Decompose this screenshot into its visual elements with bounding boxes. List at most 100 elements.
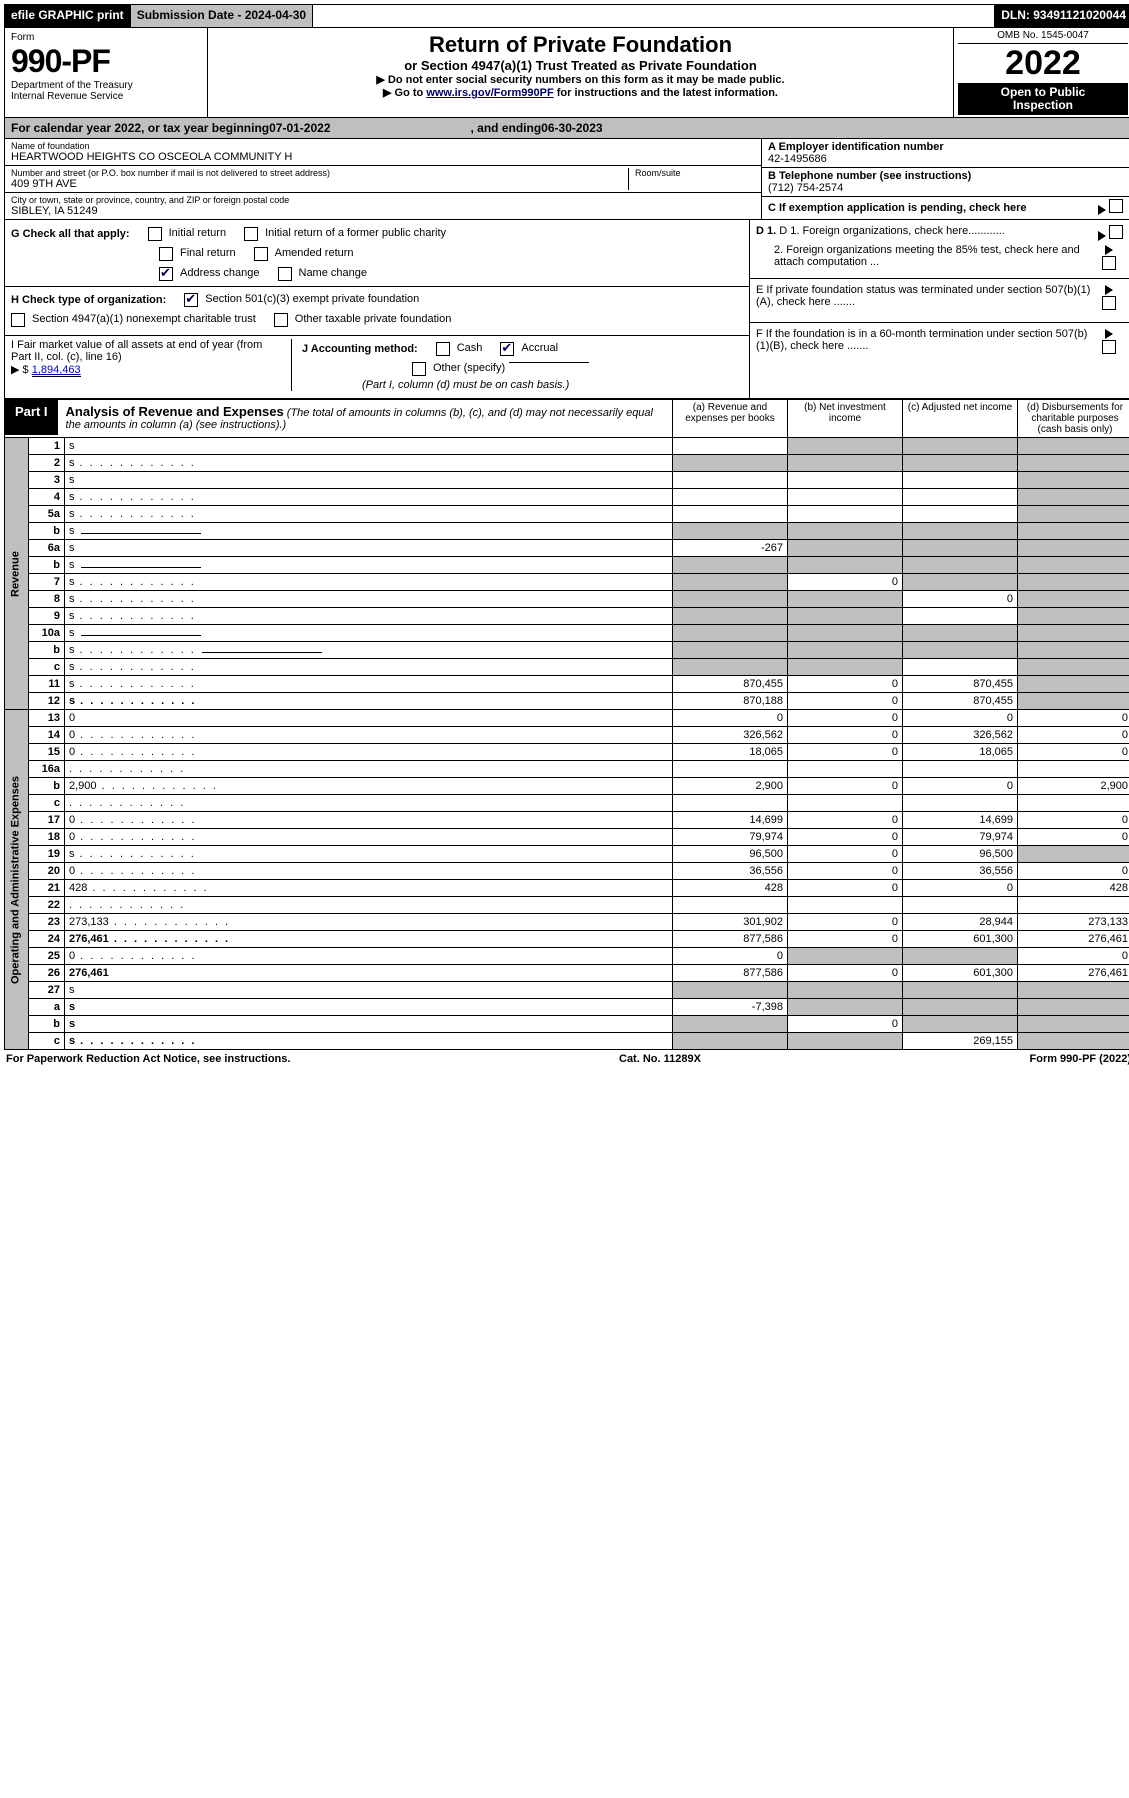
row-desc: s (65, 489, 673, 506)
col-a-header: (a) Revenue and expenses per books (673, 400, 788, 438)
f-checkbox[interactable] (1102, 340, 1116, 354)
cell-c (903, 982, 1018, 999)
g-label: G Check all that apply: (11, 228, 130, 240)
col-b-header: (b) Net investment income (788, 400, 903, 438)
cell-b (788, 761, 903, 778)
cell-d: 273,133 (1018, 914, 1129, 931)
row-number: b (29, 523, 65, 540)
row-number: c (29, 659, 65, 676)
cell-c: 0 (903, 778, 1018, 795)
row-number: 22 (29, 897, 65, 914)
table-row: 2142842800428 (5, 880, 1129, 897)
row-desc: s (65, 642, 673, 659)
row-desc: 276,461 (65, 931, 673, 948)
identity-block: Name of foundation HEARTWOOD HEIGHTS CO … (4, 139, 1129, 220)
cell-b (788, 1033, 903, 1050)
table-row: 27s (5, 982, 1129, 999)
table-row: 22 (5, 897, 1129, 914)
row-desc: s (65, 846, 673, 863)
table-row: 2s (5, 455, 1129, 472)
omb-number: OMB No. 1545-0047 (958, 30, 1128, 44)
row-desc: s (65, 472, 673, 489)
cell-a: 870,455 (673, 676, 788, 693)
row-number: 17 (29, 812, 65, 829)
initial-former-checkbox[interactable] (244, 227, 258, 241)
cell-a: 0 (673, 948, 788, 965)
row-number: 23 (29, 914, 65, 931)
d2-checkbox[interactable] (1102, 256, 1116, 270)
cell-d: 0 (1018, 710, 1129, 727)
initial-return-checkbox[interactable] (148, 227, 162, 241)
cell-b: 0 (788, 863, 903, 880)
cell-d (1018, 557, 1129, 574)
row-number: 6a (29, 540, 65, 557)
tax-year: 2022 (958, 44, 1128, 83)
d1-label: D 1. Foreign organizations, check here..… (779, 225, 1005, 237)
table-row: bs (5, 642, 1129, 659)
irs-link[interactable]: www.irs.gov/Form990PF (426, 87, 553, 99)
4947-checkbox[interactable] (11, 313, 25, 327)
table-row: bs (5, 557, 1129, 574)
cell-b: 0 (788, 574, 903, 591)
accrual-checkbox[interactable] (500, 342, 514, 356)
row-desc: 0 (65, 948, 673, 965)
501c3-checkbox[interactable] (184, 293, 198, 307)
cash-checkbox[interactable] (436, 342, 450, 356)
col-c-header: (c) Adjusted net income (903, 400, 1018, 438)
cell-b: 0 (788, 812, 903, 829)
cell-c (903, 557, 1018, 574)
d2-label: 2. Foreign organizations meeting the 85%… (774, 244, 1098, 268)
part1-tag: Part I (5, 400, 58, 435)
cell-a (673, 455, 788, 472)
final-return-checkbox[interactable] (159, 247, 173, 261)
row-desc: 276,461 (65, 965, 673, 982)
row-desc: s (65, 1016, 673, 1033)
cell-b: 0 (788, 744, 903, 761)
cell-d (1018, 897, 1129, 914)
cell-d (1018, 795, 1129, 812)
amended-return-checkbox[interactable] (254, 247, 268, 261)
cell-b: 0 (788, 914, 903, 931)
row-desc: 0 (65, 727, 673, 744)
cell-b: 0 (788, 965, 903, 982)
address-change-checkbox[interactable] (159, 267, 173, 281)
fmv-value[interactable]: 1,894,463 (32, 364, 81, 377)
f-label: F If the foundation is in a 60-month ter… (756, 328, 1098, 352)
table-row: b2,9002,900002,900 (5, 778, 1129, 795)
efile-print-btn[interactable]: efile GRAPHIC print (5, 5, 131, 27)
cell-a: -7,398 (673, 999, 788, 1016)
cell-d (1018, 659, 1129, 676)
cell-c: 0 (903, 710, 1018, 727)
name-change-checkbox[interactable] (278, 267, 292, 281)
cell-b: 0 (788, 829, 903, 846)
h-label: H Check type of organization: (11, 294, 166, 306)
row-number: 25 (29, 948, 65, 965)
row-number: b (29, 778, 65, 795)
cell-d (1018, 676, 1129, 693)
exemption-checkbox[interactable] (1109, 199, 1123, 213)
cell-b (788, 642, 903, 659)
row-desc: s (65, 591, 673, 608)
cell-d: 428 (1018, 880, 1129, 897)
cell-b (788, 591, 903, 608)
cell-a: 79,974 (673, 829, 788, 846)
cell-d (1018, 472, 1129, 489)
cell-c (903, 795, 1018, 812)
revenue-side-label: Revenue (5, 438, 29, 710)
cell-a (673, 489, 788, 506)
row-number: 11 (29, 676, 65, 693)
other-method-checkbox[interactable] (412, 362, 426, 376)
cell-a: 36,556 (673, 863, 788, 880)
cell-b: 0 (788, 727, 903, 744)
cell-c (903, 540, 1018, 557)
table-row: 12s870,1880870,455 (5, 693, 1129, 710)
other-taxable-checkbox[interactable] (274, 313, 288, 327)
cell-d: 276,461 (1018, 931, 1129, 948)
row-number: 19 (29, 846, 65, 863)
e-checkbox[interactable] (1102, 296, 1116, 310)
d1-checkbox[interactable] (1109, 225, 1123, 239)
table-row: cs (5, 659, 1129, 676)
cell-d (1018, 693, 1129, 710)
cell-c: 601,300 (903, 965, 1018, 982)
page-footer: For Paperwork Reduction Act Notice, see … (4, 1050, 1129, 1068)
